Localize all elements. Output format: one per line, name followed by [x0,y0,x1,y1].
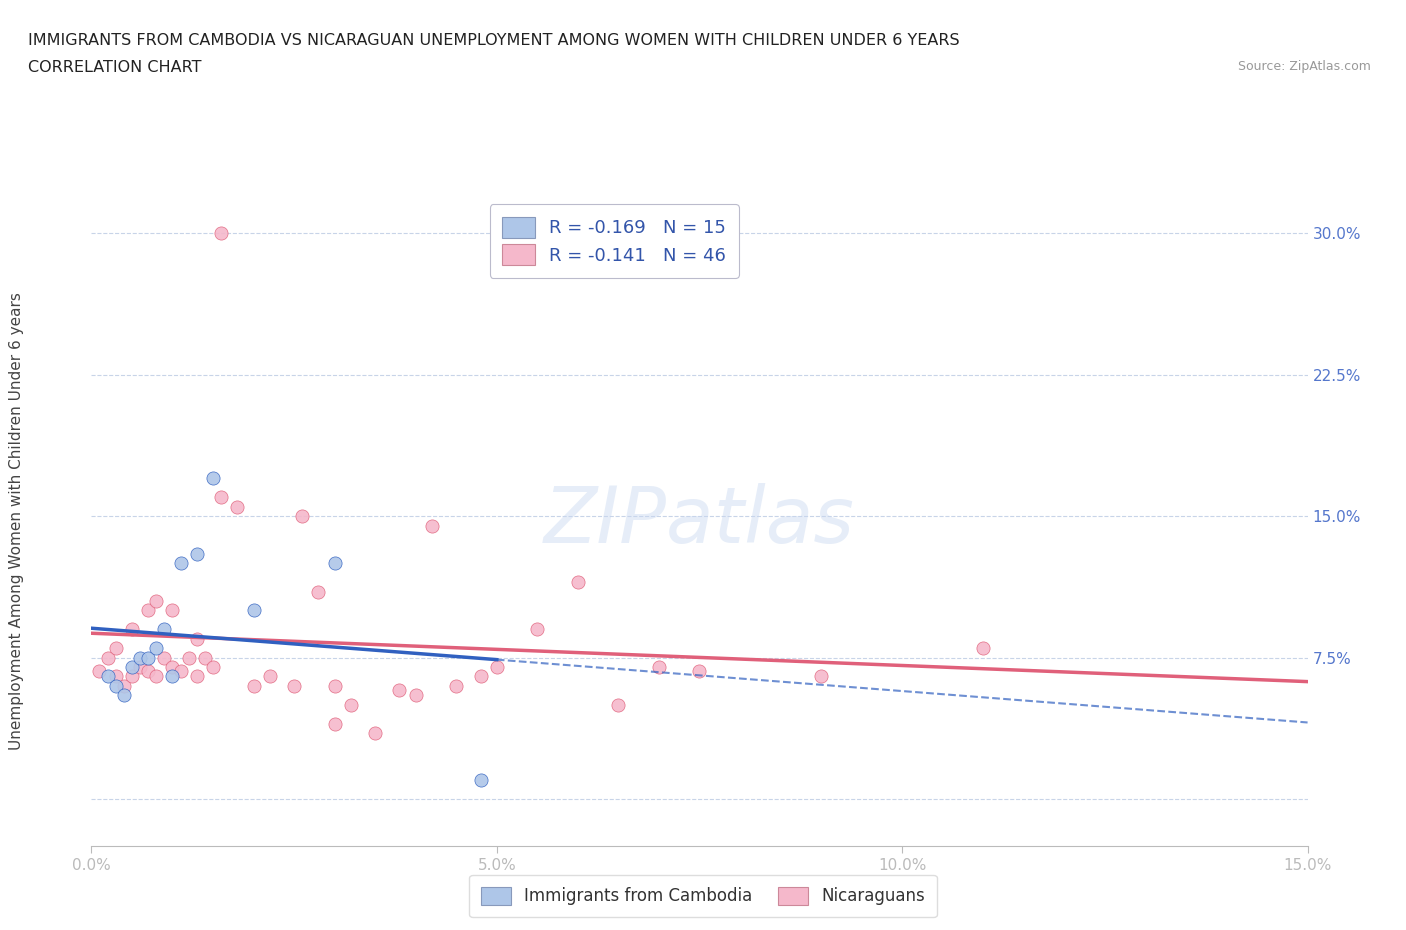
Point [323,679,346,694]
Point [226,499,249,514]
Point [121,669,143,684]
Legend: Immigrants from Cambodia, Nicaraguans: Immigrants from Cambodia, Nicaraguans [470,875,936,917]
Point [129,650,152,665]
Point [485,659,508,674]
Point [470,669,492,684]
Point [242,603,264,618]
Point [444,679,467,694]
Point [89,663,111,678]
Point [97,669,120,684]
Point [470,773,492,788]
Point [104,641,127,656]
Point [810,669,832,684]
Point [209,490,232,505]
Point [209,226,232,241]
Text: IMMIGRANTS FROM CAMBODIA VS NICARAGUAN UNEMPLOYMENT AMONG WOMEN WITH CHILDREN UN: IMMIGRANTS FROM CAMBODIA VS NICARAGUAN U… [28,33,960,47]
Point [323,556,346,571]
Text: Source: ZipAtlas.com: Source: ZipAtlas.com [1237,60,1371,73]
Point [145,669,167,684]
Text: CORRELATION CHART: CORRELATION CHART [28,60,201,75]
Point [145,593,167,608]
Point [177,650,200,665]
Point [194,650,217,665]
Point [420,518,443,533]
Point [104,679,127,694]
Point [972,641,994,656]
Point [169,663,191,678]
Point [242,679,264,694]
Point [291,509,314,524]
Point [136,650,159,665]
Point [153,650,176,665]
Point [283,679,305,694]
Point [186,547,208,562]
Point [259,669,281,684]
Point [388,683,411,698]
Point [112,679,135,694]
Text: Unemployment Among Women with Children Under 6 years: Unemployment Among Women with Children U… [10,292,24,750]
Point [97,650,120,665]
Point [202,471,225,485]
Point [607,698,630,712]
Point [567,575,589,590]
Point [169,556,191,571]
Point [145,641,167,656]
Point [136,603,159,618]
Point [112,688,135,703]
Point [688,663,710,678]
Point [121,622,143,637]
Point [405,688,427,703]
Point [153,622,176,637]
Point [307,584,329,599]
Point [104,669,127,684]
Text: ZIPatlas: ZIPatlas [544,483,855,559]
Point [136,663,159,678]
Legend: R = -0.169   N = 15, R = -0.141   N = 46: R = -0.169 N = 15, R = -0.141 N = 46 [489,205,740,278]
Point [340,698,363,712]
Point [162,603,184,618]
Point [202,659,225,674]
Point [121,659,143,674]
Point [186,669,208,684]
Point [162,669,184,684]
Point [129,659,152,674]
Point [162,659,184,674]
Point [364,725,387,740]
Point [323,716,346,731]
Point [186,631,208,646]
Point [526,622,548,637]
Point [648,659,671,674]
